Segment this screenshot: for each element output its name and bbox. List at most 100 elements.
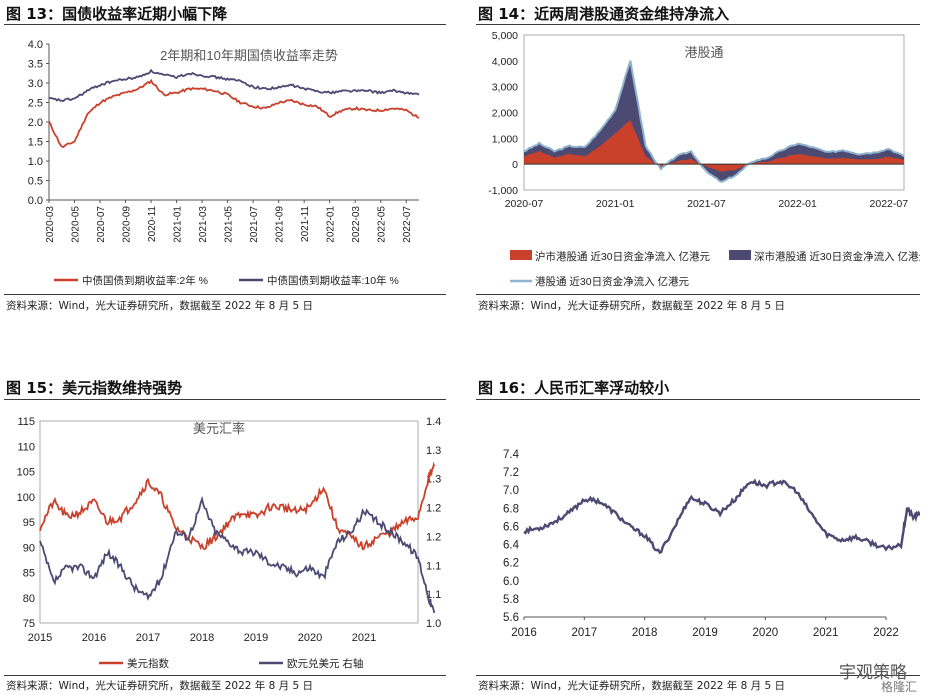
y-tick-label: 105 — [17, 467, 35, 479]
y-tick-label: 6.6 — [503, 521, 519, 533]
y-tick-label: 2.0 — [28, 117, 43, 129]
legend-label: 沪市港股通 近30日资金净流入 亿港元 — [535, 250, 711, 263]
series-line-usd-index — [39, 461, 436, 551]
chart-13: 0.0 0.5 1.0 1.5 2.0 2.5 3.0 3.5 4.0 2020-03 2020-0… — [28, 39, 420, 287]
chart-15: 75 80 85 90 95 100 105 110 115 1.0 1.1 1.1 1.2 1.2 1.3… — [17, 416, 442, 670]
y-tick-label: 7.4 — [503, 449, 520, 461]
legend-swatch — [510, 250, 532, 260]
x-tick-label: 2021-07 — [249, 206, 260, 243]
y-tick-label: 3.5 — [28, 59, 43, 71]
y-tick-label: 0.5 — [28, 176, 43, 188]
x-tick-label: 2021-11 — [300, 206, 311, 242]
x-tick-label: 2016 — [511, 627, 537, 639]
y-tick-label: 5.6 — [503, 612, 519, 624]
y-tick-label: 80 — [23, 593, 35, 605]
y-tick-label: 95 — [23, 517, 35, 529]
y2-tick-label: 1.0 — [426, 618, 441, 630]
figure-13-source: 资料来源：Wind，光大证券研究所，数据截至 2022 年 8 月 5 日 — [6, 300, 313, 312]
x-tick-label: 2022-01 — [778, 198, 817, 210]
figure-15-source: 资料来源：Wind，光大证券研究所，数据截至 2022 年 8 月 5 日 — [6, 680, 313, 692]
x-tick-label: 2019 — [244, 632, 268, 644]
y-tick-label: 6.8 — [503, 503, 519, 515]
area-shanghai — [524, 120, 904, 172]
y-tick-label: 1,000 — [492, 133, 518, 145]
y-tick-label: 110 — [17, 441, 35, 453]
y-tick-label: 0 — [512, 159, 518, 171]
y-tick-label: 3,000 — [492, 82, 518, 94]
chart-15-plot: 75 80 85 90 95 100 105 110 115 1.0 1.1 1.1 1.2 1.2 1.3… — [17, 416, 442, 670]
figure-16-source: 资料来源：Wind，光大证券研究所，数据截至 2022 年 8 月 5 日 — [478, 680, 785, 692]
series-line-eurusd — [39, 495, 436, 614]
series-line-1 — [48, 78, 420, 148]
y-tick-label: 7.2 — [503, 467, 519, 479]
y-tick-label: 90 — [23, 542, 35, 554]
y2-tick-label: 1.3 — [426, 474, 441, 486]
y2-tick-label: 1.2 — [426, 531, 441, 543]
legend-label: 港股通 近30日资金净流入 亿港元 — [535, 275, 690, 288]
chart-title: 美元汇率 — [193, 421, 245, 436]
plot-frame — [523, 34, 905, 191]
x-tick-label: 2017 — [136, 632, 160, 644]
x-tick-label: 2021 — [352, 632, 376, 644]
x-tick-label: 2022-07 — [402, 206, 413, 243]
y2-tick-label: 1.1 — [426, 560, 441, 572]
x-tick-label: 2020-07 — [505, 198, 544, 210]
figure-16-rule — [476, 399, 920, 400]
legend-label: 美元指数 — [127, 657, 169, 670]
chart-16-plot: 5.6 5.8 6.0 6.2 6.4 6.6 6.8 7.0 7.2 7.4 2016 2017 20… — [503, 449, 920, 639]
y-tick-label: 6.0 — [503, 576, 519, 588]
watermark-sub: 格隆汇 — [880, 680, 917, 694]
x-tick-label: 2022-03 — [351, 206, 362, 243]
x-tick-label: 2016 — [82, 632, 106, 644]
figure-13-bottom-rule — [4, 294, 446, 295]
x-tick-label: 2021-07 — [687, 198, 726, 210]
x-tick-label: 2021-05 — [224, 206, 235, 243]
y-tick-label: 5.8 — [503, 594, 519, 606]
legend-label: 欧元兑美元 右轴 — [287, 657, 363, 670]
series-line-cny — [523, 478, 920, 555]
y-tick-label: 1.0 — [28, 156, 43, 168]
x-tick-label: 2020 — [753, 627, 779, 639]
figure-13-title: 图 13：国债收益率近期小幅下降 — [6, 5, 228, 23]
x-tick-label: 2020-03 — [45, 206, 56, 243]
figure-15-title: 图 15：美元指数维持强势 — [6, 379, 183, 397]
x-tick-label: 2022-01 — [326, 206, 337, 243]
figure-14-source: 资料来源：Wind，光大证券研究所，数据截至 2022 年 8 月 5 日 — [478, 300, 785, 312]
figure-13-rule — [4, 24, 446, 25]
x-tick-label: 2022-05 — [377, 206, 388, 243]
line-total — [523, 60, 905, 183]
y-tick-label: 4.0 — [28, 39, 43, 51]
y-tick-label: 1.5 — [28, 137, 43, 149]
y-tick-label: 2.5 — [28, 98, 43, 110]
figure-16-title: 图 16：人民币汇率浮动较小 — [478, 379, 670, 397]
figure-16-bottom-rule — [476, 675, 920, 676]
x-tick-label: 2021-01 — [596, 198, 635, 210]
x-tick-label: 2020-07 — [96, 206, 107, 243]
figure-15-rule — [4, 399, 446, 400]
legend-label: 中债国债到期收益率:10年 % — [267, 274, 399, 287]
chart-title: 港股通 — [684, 45, 723, 60]
legend-swatch — [729, 250, 751, 260]
x-tick-label: 2018 — [190, 632, 214, 644]
chart-16: 5.6 5.8 6.0 6.2 6.4 6.6 6.8 7.0 7.2 7.4 2016 2017 20… — [503, 449, 920, 639]
y2-tick-label: 1.1 — [426, 589, 441, 601]
y2-tick-label: 1.4 — [426, 416, 441, 428]
y-tick-label: 115 — [17, 416, 35, 428]
y-tick-label: 75 — [23, 618, 35, 630]
x-tick-label: 2022 — [873, 627, 899, 639]
series-line-2 — [48, 68, 420, 102]
y2-tick-label: 1.2 — [426, 503, 441, 515]
figure-14-rule — [476, 24, 920, 25]
x-tick-label: 2017 — [572, 627, 598, 639]
y-tick-label: 2,000 — [492, 108, 518, 120]
y-tick-label: 3.0 — [28, 78, 43, 90]
figure-14-title: 图 14：近两周港股通资金维持净流入 — [478, 5, 730, 23]
y-tick-label: 4,000 — [492, 56, 518, 68]
watermark-text: 宇观策略 — [839, 663, 907, 683]
x-tick-label: 2021-03 — [198, 206, 209, 243]
legend-label: 中债国债到期收益率:2年 % — [82, 274, 208, 287]
x-tick-label: 2020 — [298, 632, 322, 644]
x-tick-label: 2019 — [692, 627, 718, 639]
figure-15-bottom-rule — [4, 675, 446, 676]
x-tick-label: 2020-09 — [122, 206, 133, 243]
